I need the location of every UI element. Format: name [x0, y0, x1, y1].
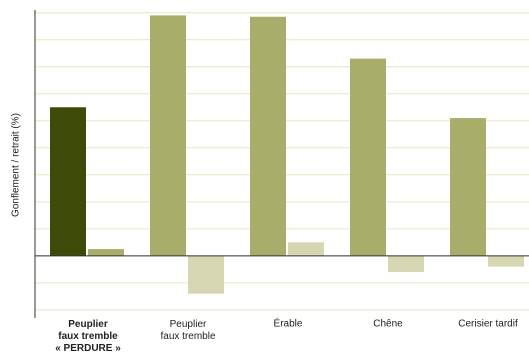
bar [450, 118, 486, 256]
x-tick-label: Peuplier faux tremble [160, 319, 215, 342]
bar [88, 249, 124, 256]
x-tick-label: Chêne [373, 319, 403, 330]
bar [388, 255, 424, 273]
bar [50, 107, 86, 256]
bar [150, 15, 186, 256]
x-tick-label: Cerisier tardif [458, 319, 518, 330]
x-tick-label: Peuplier faux tremble « PERDURE » [55, 319, 121, 354]
y-axis-label: Gonflement / retrait (%) [11, 113, 22, 217]
bar [488, 255, 524, 267]
bar [288, 242, 324, 256]
bar [350, 58, 386, 256]
x-tick-label: Érable [274, 317, 303, 330]
bar [188, 255, 224, 294]
bar [250, 16, 286, 256]
